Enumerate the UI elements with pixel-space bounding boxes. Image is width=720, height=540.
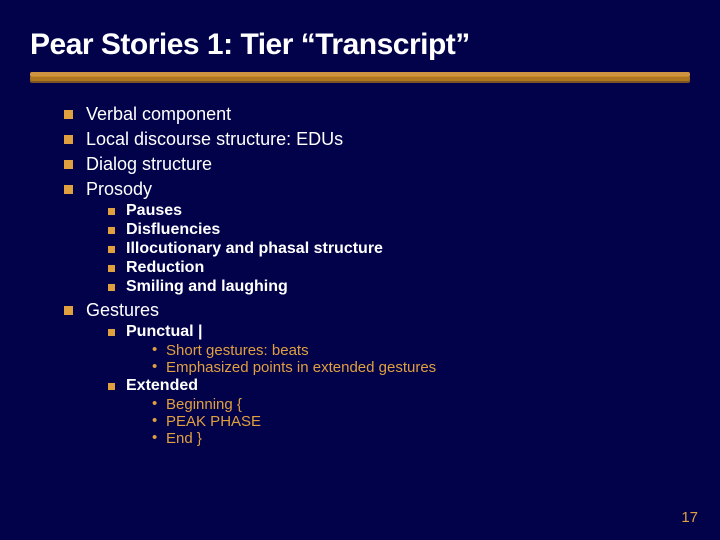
bullet-text: Short gestures: beats bbox=[166, 342, 309, 359]
bullet-text: Punctual | bbox=[126, 323, 202, 340]
list-item: Punctual | Short gestures: beats Emphasi… bbox=[104, 323, 680, 376]
list-item: PEAK PHASE bbox=[148, 413, 680, 430]
bullet-text: Emphasized points in extended gestures bbox=[166, 359, 436, 376]
list-item: Beginning { bbox=[148, 396, 680, 413]
bullet-text: Reduction bbox=[126, 259, 204, 276]
bullet-text: PEAK PHASE bbox=[166, 413, 261, 430]
bullet-text: Gestures bbox=[86, 300, 159, 320]
title-underline bbox=[30, 72, 690, 86]
list-item: End } bbox=[148, 430, 680, 447]
list-item: Reduction bbox=[104, 259, 680, 277]
list-item: Pauses bbox=[104, 202, 680, 220]
bullet-list-lvl1: Verbal component Local discourse structu… bbox=[58, 104, 680, 447]
bullet-text: Disfluencies bbox=[126, 221, 220, 238]
list-item: Illocutionary and phasal structure bbox=[104, 240, 680, 258]
bullet-text: Pauses bbox=[126, 202, 182, 219]
bullet-list-lvl3: Short gestures: beats Emphasized points … bbox=[148, 342, 680, 376]
slide-title: Pear Stories 1: Tier “Transcript” bbox=[0, 0, 720, 68]
bullet-text: Prosody bbox=[86, 179, 152, 199]
list-item: Emphasized points in extended gestures bbox=[148, 359, 680, 376]
bullet-list-lvl3: Beginning { PEAK PHASE End } bbox=[148, 396, 680, 447]
list-item: Short gestures: beats bbox=[148, 342, 680, 359]
content-area: Verbal component Local discourse structu… bbox=[0, 104, 720, 447]
page-number: 17 bbox=[681, 509, 698, 526]
list-item: Smiling and laughing bbox=[104, 278, 680, 296]
list-item: Prosody Pauses Disfluencies Illocutionar… bbox=[58, 179, 680, 296]
list-item: Disfluencies bbox=[104, 221, 680, 239]
bullet-text: Beginning { bbox=[166, 396, 242, 413]
bullet-text: Dialog structure bbox=[86, 154, 212, 174]
bullet-text: Illocutionary and phasal structure bbox=[126, 240, 383, 257]
bullet-text: End } bbox=[166, 430, 202, 447]
bullet-text: Smiling and laughing bbox=[126, 278, 288, 295]
list-item: Dialog structure bbox=[58, 154, 680, 175]
list-item: Local discourse structure: EDUs bbox=[58, 129, 680, 150]
list-item: Verbal component bbox=[58, 104, 680, 125]
bullet-text: Local discourse structure: EDUs bbox=[86, 129, 343, 149]
bullet-text: Verbal component bbox=[86, 104, 231, 124]
bullet-list-lvl2: Punctual | Short gestures: beats Emphasi… bbox=[104, 323, 680, 447]
bullet-list-lvl2: Pauses Disfluencies Illocutionary and ph… bbox=[104, 202, 680, 296]
list-item: Gestures Punctual | Short gestures: beat… bbox=[58, 300, 680, 447]
list-item: Extended Beginning { PEAK PHASE End } bbox=[104, 377, 680, 447]
bullet-text: Extended bbox=[126, 377, 198, 394]
